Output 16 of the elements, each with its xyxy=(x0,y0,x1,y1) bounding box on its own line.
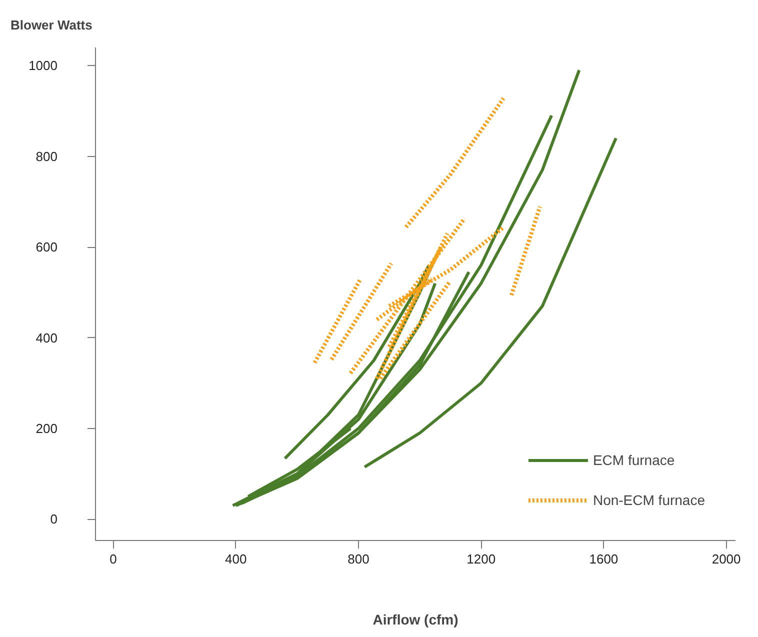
y-tick-label: 1000 xyxy=(28,58,58,74)
x-tick-label: 1200 xyxy=(466,552,496,566)
y-tick-label: 600 xyxy=(36,240,58,255)
y-tick-label: 200 xyxy=(36,420,58,436)
x-tick-label: 800 xyxy=(348,552,370,566)
legend-label: Non-ECM furnace xyxy=(592,492,705,508)
y-tick-label: 800 xyxy=(36,148,58,164)
x-tick-label: 0 xyxy=(110,552,117,566)
x-tick-label: 400 xyxy=(225,552,247,566)
y-tick-label: 400 xyxy=(36,330,58,346)
x-tick-label: 1600 xyxy=(589,552,618,566)
y-tick-label: 0 xyxy=(50,512,58,527)
x-axis-title: Airflow (cfm) xyxy=(372,612,458,628)
x-tick-label: 2000 xyxy=(712,552,741,566)
y-axis-title: Blower Watts xyxy=(10,18,92,32)
legend-label: ECM furnace xyxy=(592,452,675,468)
